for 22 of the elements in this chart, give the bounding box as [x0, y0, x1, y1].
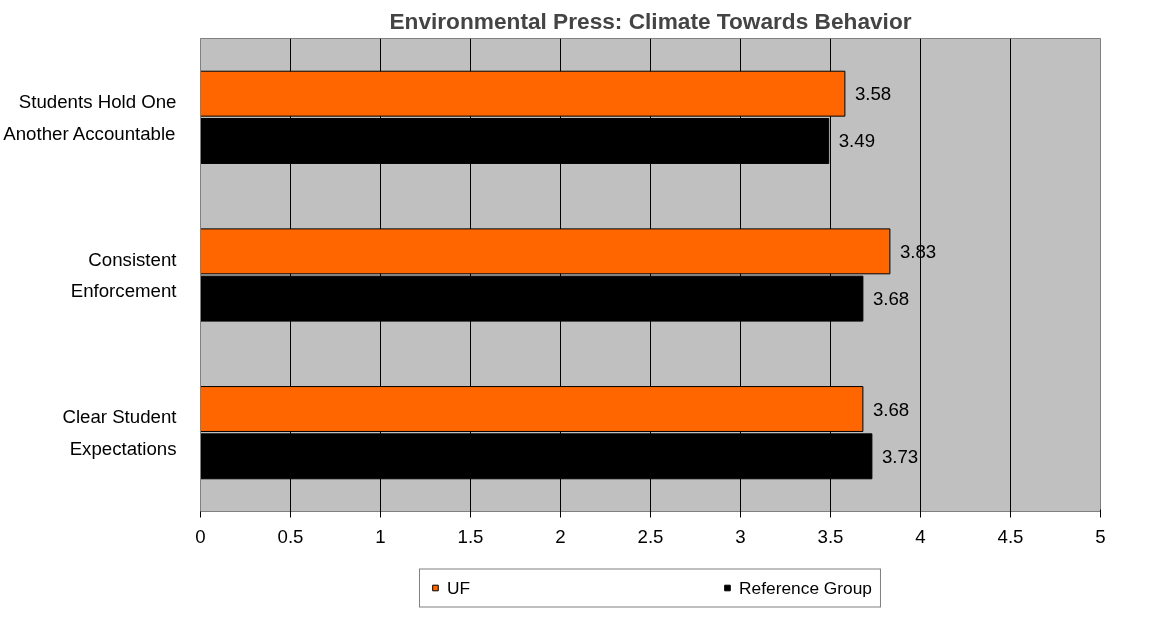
data-label: 3.58: [854, 83, 892, 105]
x-tick-label: 4: [915, 525, 926, 547]
x-tick-label: 2: [555, 525, 566, 547]
legend-label: Reference Group: [739, 577, 873, 598]
x-tick-label: 2.5: [637, 525, 664, 547]
x-tick-label: 4.5: [997, 525, 1024, 547]
data-label: 3.49: [838, 130, 876, 152]
chart-title: Environmental Press: Climate Towards Behavior: [389, 7, 912, 34]
x-tick-label: 0.5: [277, 525, 304, 547]
y-tick-label: Students Hold One Another Accountable: [3, 91, 177, 144]
data-label: 3.73: [881, 445, 919, 467]
x-tick-label: 3: [735, 525, 746, 547]
data-label: 3.68: [872, 398, 910, 420]
y-tick-label: Clear Student Expectations: [62, 406, 178, 459]
y-tick-label: Consistent Enforcement: [70, 248, 178, 302]
x-tick-label: 1: [375, 525, 386, 547]
x-tick-label: 5: [1095, 525, 1106, 547]
legend-label: UF: [446, 577, 471, 598]
x-tick-label: 0: [195, 525, 206, 547]
x-tick-label: 1.5: [457, 525, 484, 547]
data-label: 3.68: [872, 288, 910, 310]
x-tick-label: 3.5: [817, 525, 844, 547]
